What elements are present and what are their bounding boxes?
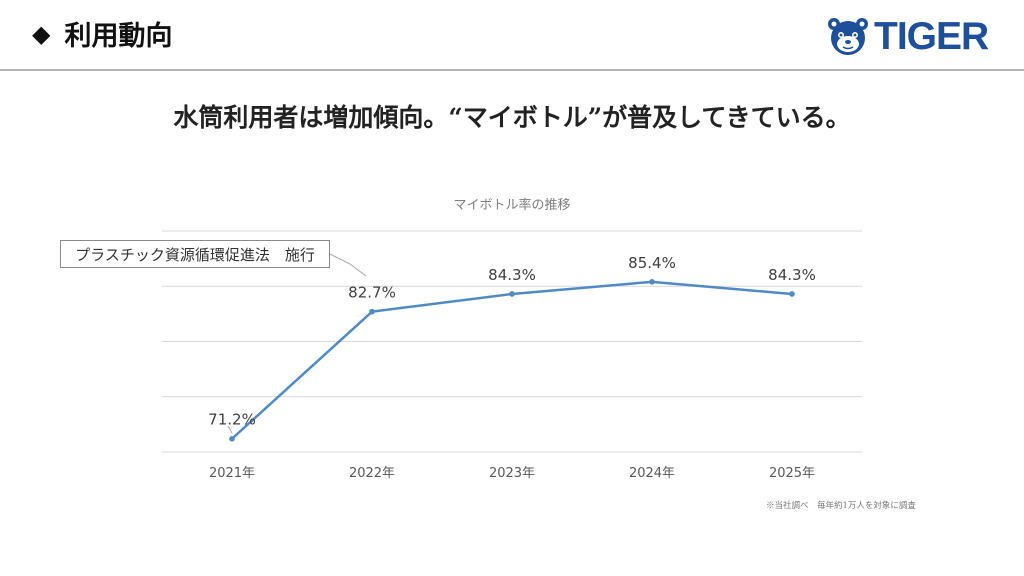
headline: 水筒利用者は増加傾向。“マイボトル”が普及してきている。 <box>173 103 851 132</box>
data-point <box>789 291 795 297</box>
x-tick-label: 2022年 <box>349 466 395 481</box>
x-tick-label: 2024年 <box>629 466 675 481</box>
callout-leader <box>329 253 367 277</box>
data-label: 82.7% <box>348 284 396 302</box>
data-point <box>649 279 655 285</box>
data-point <box>509 291 515 297</box>
logo-wordmark: TIGER <box>874 15 989 58</box>
x-tick-label: 2021年 <box>209 466 255 481</box>
header-divider <box>0 69 1024 71</box>
data-point <box>229 435 235 442</box>
chart-title: マイボトル率の推移 <box>453 198 571 213</box>
x-tick-label: 2025年 <box>769 466 815 481</box>
x-tick-label: 2023年 <box>489 466 535 481</box>
series-line <box>231 280 793 440</box>
section-title: ◆ 利用動向 <box>32 14 172 53</box>
footnote: ※当社調べ 毎年約1万人を対象に調査 <box>766 501 916 511</box>
label-leader <box>227 425 233 434</box>
data-point <box>369 308 375 315</box>
tiger-face-icon <box>828 18 868 55</box>
tiger-logo: TIGER <box>824 14 989 60</box>
data-label: 71.2% <box>208 411 256 429</box>
header: ◆ 利用動向 TIGER <box>0 0 1024 71</box>
data-label: 85.4% <box>628 254 676 272</box>
section-title-text: 利用動向 <box>64 21 173 52</box>
annotation-callout: プラスチック資源循環促進法 施行 <box>60 240 330 268</box>
data-label: 84.3% <box>768 266 816 284</box>
diamond-icon: ◆ <box>32 19 51 48</box>
data-label: 84.3% <box>488 266 536 284</box>
